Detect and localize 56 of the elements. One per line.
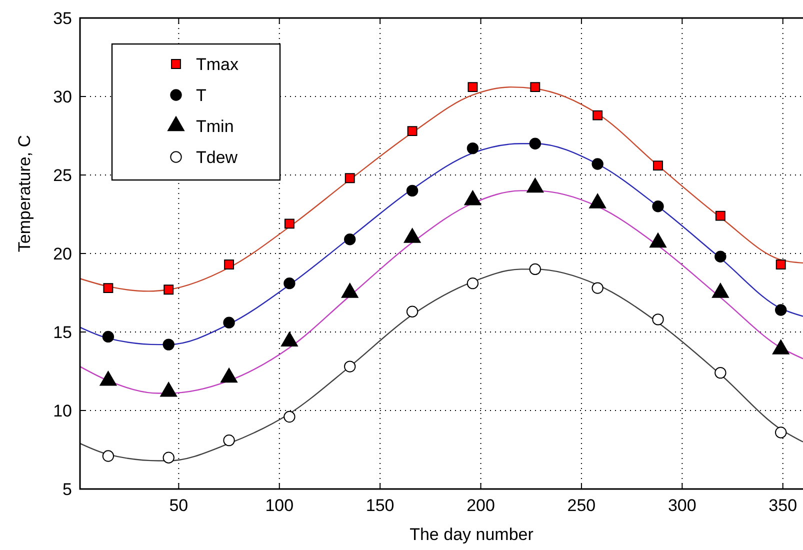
point: [284, 277, 296, 290]
point: [344, 173, 355, 184]
point: [284, 218, 294, 229]
point: [223, 434, 235, 446]
x-tick-label: 300: [668, 496, 696, 515]
x-tick-label: 250: [567, 496, 596, 515]
legend-label: Tmin: [196, 117, 234, 136]
point: [529, 138, 541, 150]
point: [466, 142, 479, 154]
x-tick-label: 350: [768, 496, 798, 515]
y-tick-label: 10: [53, 402, 72, 420]
point: [592, 282, 604, 294]
point: [102, 330, 114, 343]
y-tick-label: 20: [53, 244, 72, 264]
point: [344, 234, 356, 246]
point: [164, 284, 174, 295]
x-tick-label: 200: [466, 496, 495, 515]
point: [774, 304, 787, 316]
point: [714, 366, 726, 379]
y-tick-label: 15: [53, 323, 72, 342]
point: [776, 260, 786, 270]
point: [103, 283, 114, 294]
point: [406, 184, 418, 197]
y-tick-label: 30: [53, 88, 72, 106]
y-tick-label: 5: [62, 480, 72, 499]
x-tick-label: 100: [265, 496, 294, 515]
point: [224, 260, 234, 270]
x-axis-title: The day number: [410, 525, 534, 544]
point: [652, 314, 664, 326]
y-tick-label: 35: [53, 9, 72, 28]
point: [162, 452, 174, 464]
point: [592, 158, 604, 170]
point: [284, 410, 296, 423]
x-tick-label: 50: [169, 496, 188, 515]
point: [223, 316, 235, 328]
point: [714, 250, 726, 262]
point: [774, 426, 787, 438]
point: [162, 338, 174, 350]
x-tick-label: 150: [366, 496, 394, 515]
legend-label: Tmax: [196, 55, 239, 74]
legend-label: Tdew: [196, 148, 238, 167]
legend-label: T: [196, 86, 206, 105]
point: [407, 126, 418, 136]
y-tick-label: 25: [53, 166, 72, 185]
point: [468, 82, 478, 92]
point: [406, 306, 418, 318]
point: [102, 450, 114, 462]
point: [715, 210, 726, 221]
point: [592, 110, 603, 120]
point: [530, 82, 540, 92]
point: [529, 263, 541, 276]
y-axis-title: Temperature, C: [15, 134, 34, 252]
point: [344, 360, 356, 372]
point: [652, 200, 664, 212]
point: [653, 160, 663, 171]
point: [466, 277, 479, 290]
